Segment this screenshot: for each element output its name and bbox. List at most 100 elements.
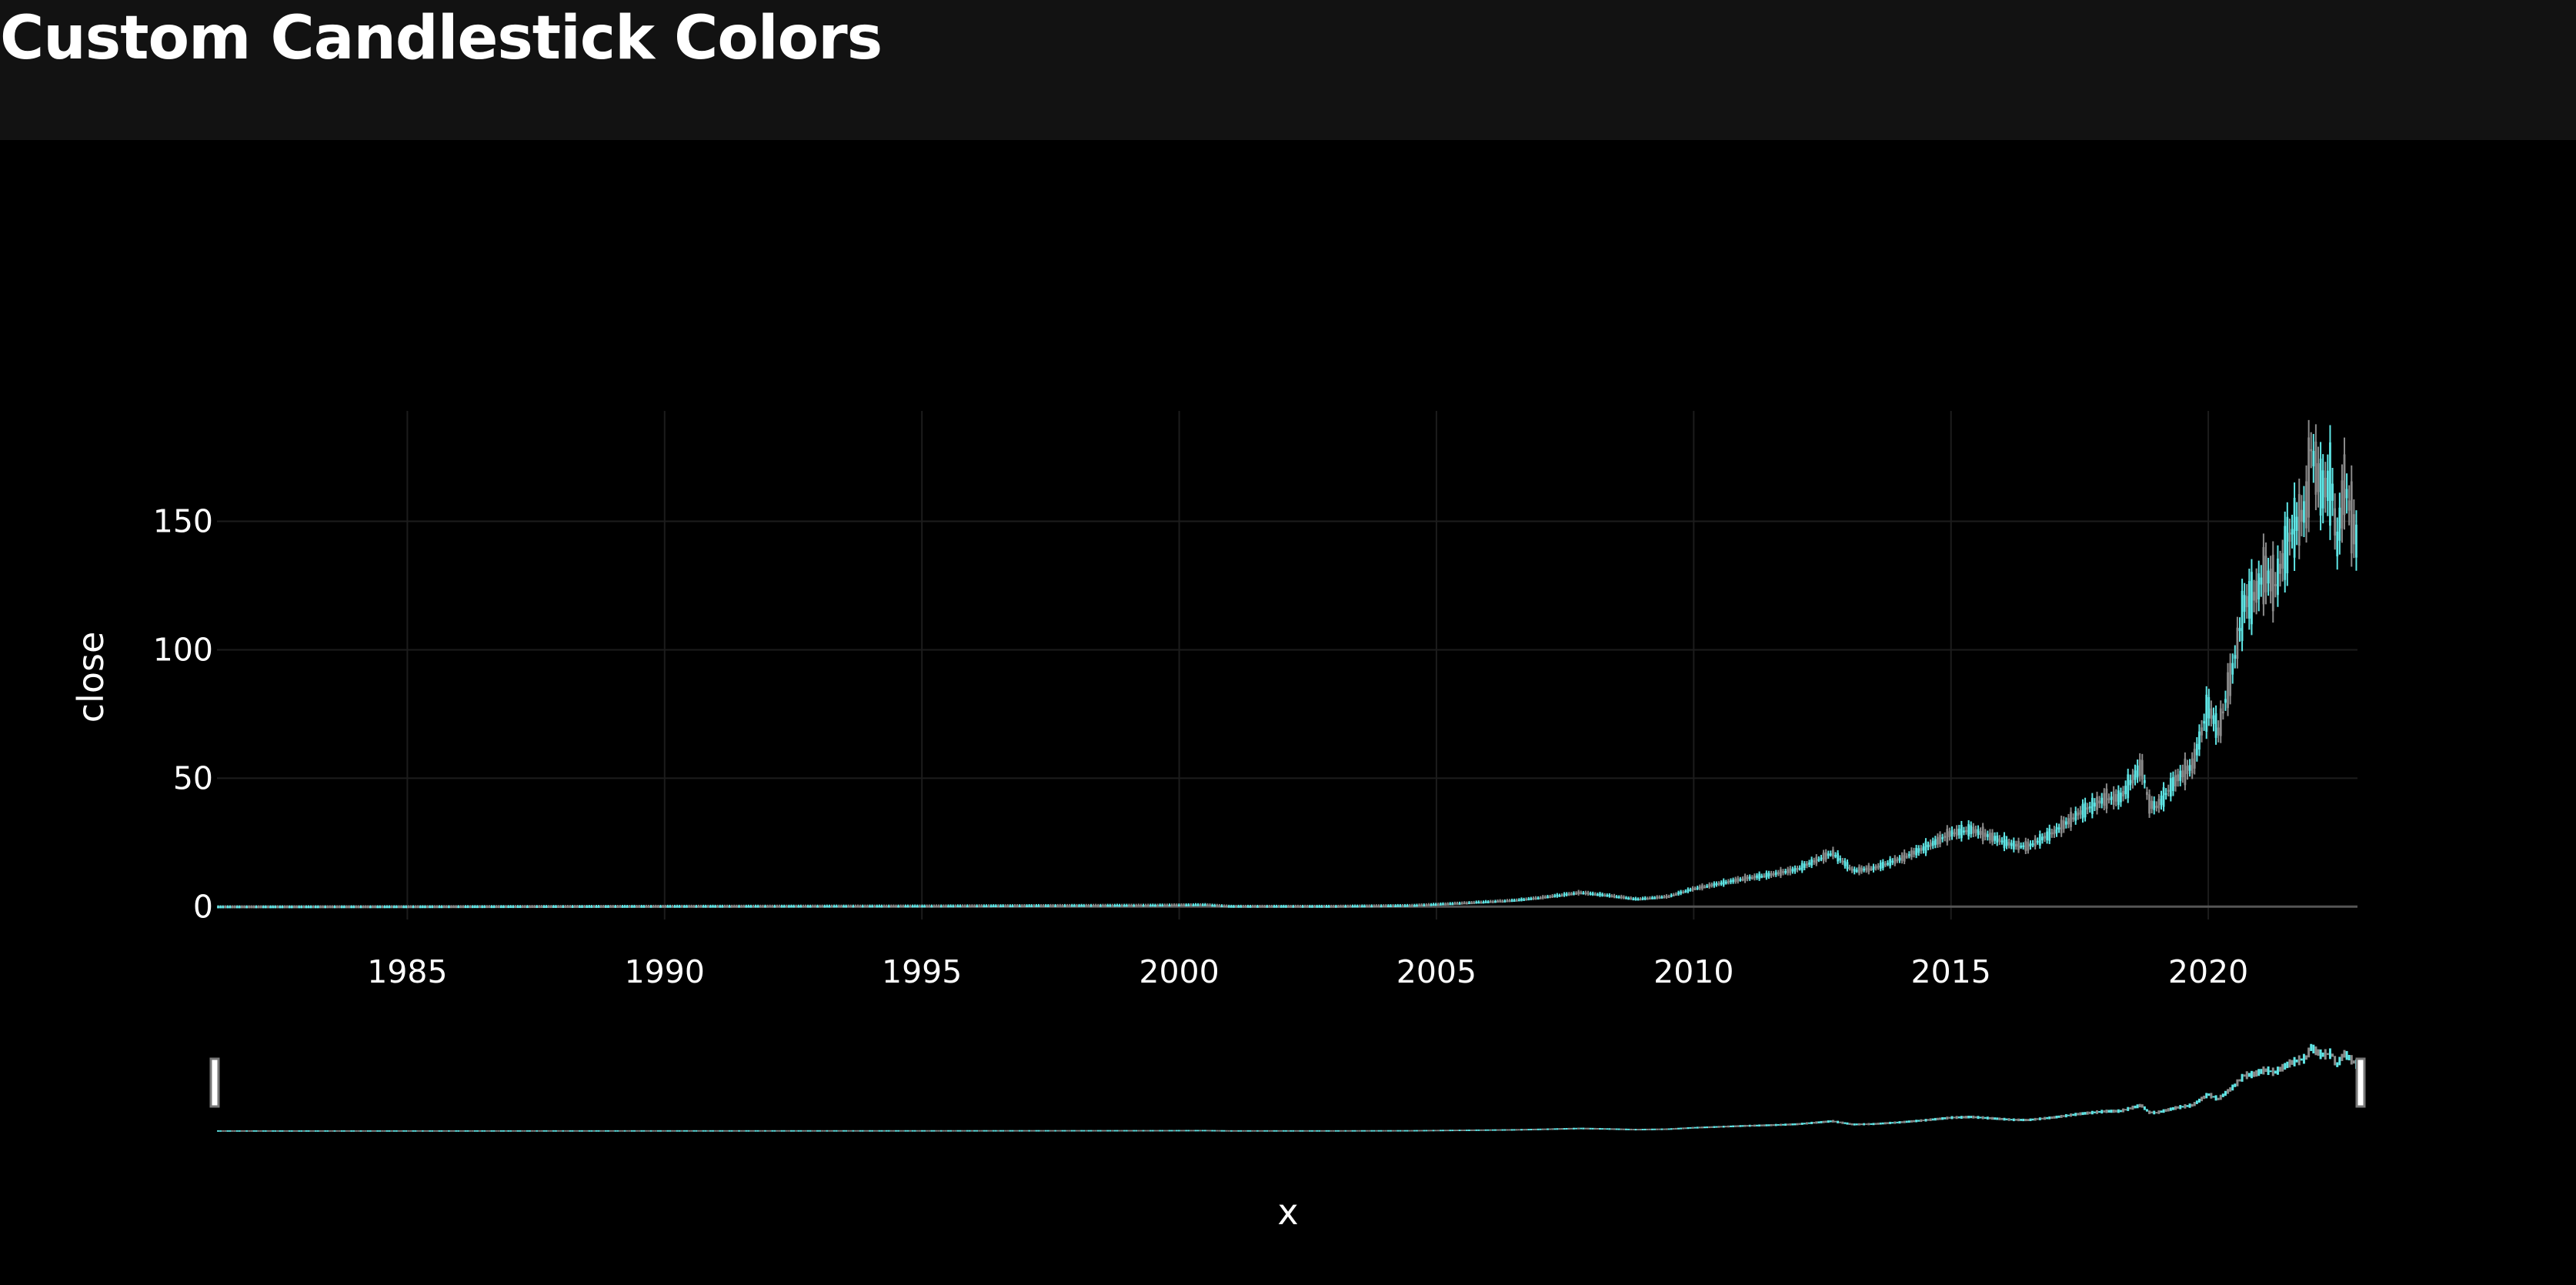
candle-body xyxy=(1052,905,1054,907)
candle-body xyxy=(1537,897,1540,900)
candle-body xyxy=(2334,508,2337,536)
candle-body xyxy=(462,906,465,909)
candle-body xyxy=(2253,592,2255,601)
candle-body xyxy=(1380,905,1383,908)
candle-body xyxy=(1301,906,1304,908)
candle-body xyxy=(1002,905,1005,907)
candle-body xyxy=(424,906,426,909)
x-tick-label: 2000 xyxy=(1139,953,1219,990)
candle-body xyxy=(2077,812,2080,816)
candle-body xyxy=(1741,878,1744,881)
candle-body xyxy=(507,906,510,909)
candle-body xyxy=(376,906,379,909)
main-candlestick-series[interactable] xyxy=(217,419,2357,909)
candle-body xyxy=(219,906,222,909)
candle-body xyxy=(1601,893,1603,896)
candle-body xyxy=(1323,906,1326,908)
candle-body xyxy=(1573,893,1575,895)
candle-body xyxy=(233,906,236,909)
candle-body xyxy=(1622,896,1625,899)
candle-body xyxy=(2219,708,2222,736)
candle-body xyxy=(1894,857,1897,864)
candle-body xyxy=(435,906,439,909)
candle-body xyxy=(614,906,617,908)
candle-body xyxy=(1401,905,1404,907)
candle-body xyxy=(1287,906,1290,908)
candle-body xyxy=(2300,509,2303,522)
candle-body xyxy=(2024,841,2027,852)
candle-body xyxy=(1994,836,1997,841)
candle-body xyxy=(1863,868,1865,871)
candle-body xyxy=(1950,829,1954,836)
candle-body xyxy=(1201,904,1204,906)
candle-body xyxy=(880,905,883,908)
candle-body xyxy=(1185,904,1188,906)
candle-body xyxy=(1599,893,1601,896)
candle-body xyxy=(316,906,319,909)
candle-body xyxy=(968,905,971,908)
candle-body xyxy=(445,906,448,909)
candle-body xyxy=(1227,906,1230,908)
candle-body xyxy=(2134,770,2137,780)
candle-body xyxy=(1884,863,1887,866)
candle-body xyxy=(1330,906,1333,908)
candle-body xyxy=(2271,554,2274,612)
candle-body xyxy=(1525,899,1528,901)
candle-body xyxy=(1820,857,1823,860)
candle-body xyxy=(595,906,598,908)
candle-body xyxy=(2053,829,2056,835)
candlestick-chart[interactable]: 0 50 100 150 1985 1990 1995 2000 2005 2010 2015 20… xyxy=(0,140,2576,1285)
candle-body xyxy=(1033,905,1036,907)
candle-body xyxy=(736,906,738,908)
candle-body xyxy=(2088,806,2091,809)
candle-body xyxy=(1837,853,1839,862)
candle-body xyxy=(2005,839,2008,846)
candle-body xyxy=(433,906,436,909)
candle-body xyxy=(2038,834,2041,846)
candle-body xyxy=(307,906,310,909)
candle-body xyxy=(421,906,424,909)
candle-body xyxy=(2224,699,2227,703)
candle-body xyxy=(1430,904,1433,906)
candle-body xyxy=(1608,894,1611,897)
candle-body xyxy=(863,906,866,908)
candle-body xyxy=(1128,904,1130,907)
candle-body xyxy=(405,906,408,909)
candle-body xyxy=(1963,830,1965,833)
candle-body xyxy=(1259,906,1261,908)
candle-body xyxy=(1273,906,1276,908)
candle-body xyxy=(702,906,705,908)
candle-body xyxy=(2303,501,2305,523)
candle-body xyxy=(1910,850,1913,857)
chart-container[interactable]: 0 50 100 150 1985 1990 1995 2000 2005 2010 2015 20… xyxy=(0,140,2576,1285)
range-slider[interactable] xyxy=(209,1043,2366,1132)
candle-body xyxy=(621,906,624,908)
candle-body xyxy=(2284,526,2287,580)
candle-body xyxy=(1237,906,1240,908)
candle-body xyxy=(395,906,398,909)
range-slider-left-handle[interactable] xyxy=(209,1057,220,1108)
candle-body xyxy=(473,906,476,909)
candle-body xyxy=(479,906,481,909)
candle-body xyxy=(2000,840,2004,843)
candle-body xyxy=(626,906,629,908)
candle-body xyxy=(1384,905,1387,908)
candle-body xyxy=(1750,876,1753,879)
candle-body xyxy=(564,906,567,908)
candle-body xyxy=(1806,863,1808,866)
range-slider-right-handle[interactable] xyxy=(2355,1057,2366,1108)
candle-body xyxy=(1822,853,1825,862)
candle-body xyxy=(809,906,812,908)
candle-body xyxy=(1772,873,1775,876)
candle-body xyxy=(636,906,638,908)
candle-body xyxy=(2347,500,2351,511)
candle-body xyxy=(1584,892,1587,895)
candle-body xyxy=(259,906,262,909)
x-axis-title: x xyxy=(1277,1191,1298,1233)
candle-body xyxy=(1900,855,1904,861)
candle-body xyxy=(1063,905,1066,907)
candle-body xyxy=(1386,905,1390,908)
candle-body xyxy=(2172,776,2174,791)
candle-body xyxy=(721,906,724,908)
candle-body xyxy=(1680,891,1682,894)
